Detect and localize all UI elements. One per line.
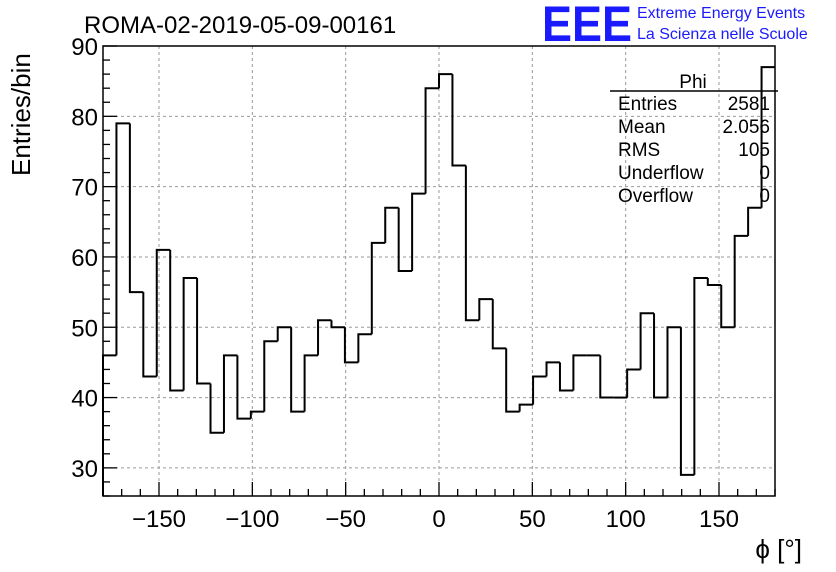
histogram-bin-33 bbox=[545, 361, 560, 377]
histogram-bin-17 bbox=[330, 320, 345, 329]
histogram-bin-44 bbox=[693, 277, 708, 475]
histogram-bin-46 bbox=[720, 285, 735, 329]
histogram-bin-4 bbox=[155, 248, 171, 377]
logo-eee-text: EEE bbox=[542, 0, 632, 52]
histogram-bin-11 bbox=[249, 410, 265, 419]
histogram-bin-30 bbox=[505, 348, 520, 413]
histogram-bin-48 bbox=[747, 206, 762, 236]
x-tick-label-5: 100 bbox=[606, 506, 646, 533]
y-tick-label-6: 90 bbox=[71, 34, 98, 61]
histogram-bin-41 bbox=[653, 313, 668, 399]
x-tick-label-0: −150 bbox=[132, 506, 186, 533]
histogram-bin-40 bbox=[639, 312, 655, 370]
histogram-bin-22 bbox=[397, 207, 413, 272]
stats-box: Phi Entries 2581 Mean 2.056 RMS 105 Underflow 0… bbox=[610, 72, 778, 207]
histogram-bin-34 bbox=[558, 362, 574, 392]
histogram-bin-13 bbox=[276, 326, 292, 342]
histogram-bin-8 bbox=[209, 383, 224, 434]
histogram-bin-18 bbox=[343, 327, 359, 364]
histogram-bin-28 bbox=[478, 298, 493, 321]
histogram-bin-5 bbox=[169, 249, 184, 392]
histogram-bin-37 bbox=[599, 355, 614, 399]
histogram-bin-39 bbox=[626, 368, 641, 398]
eee-logo: EEE Extreme Energy Events La Scienza nel… bbox=[542, 0, 808, 52]
histogram-bin-35 bbox=[572, 354, 587, 391]
histogram-bin-14 bbox=[290, 327, 305, 413]
histogram-bin-21 bbox=[384, 206, 399, 243]
axis-ticks bbox=[102, 45, 776, 497]
x-tick-label-2: −50 bbox=[325, 506, 366, 533]
histogram-bin-47 bbox=[733, 234, 749, 328]
histogram-bin-42 bbox=[666, 326, 681, 398]
histogram-bins bbox=[102, 66, 775, 496]
x-tick-label-6: 150 bbox=[699, 506, 739, 533]
y-tick-label-1: 40 bbox=[71, 386, 98, 413]
histogram-bin-49 bbox=[760, 66, 775, 208]
histogram-bin-20 bbox=[370, 241, 386, 335]
y-axis-label: Entries/bin bbox=[6, 53, 36, 176]
histogram-bin-1 bbox=[115, 122, 130, 356]
histogram-bin-10 bbox=[236, 355, 251, 420]
histogram-bin-15 bbox=[303, 354, 319, 412]
stats-label-entries: Entries bbox=[618, 94, 677, 115]
histogram-bin-31 bbox=[518, 403, 534, 412]
x-tick-label-3: 0 bbox=[432, 506, 445, 533]
stats-label-underflow: Underflow bbox=[618, 163, 704, 184]
histogram-bin-12 bbox=[263, 340, 278, 412]
y-tick-labels: 30 40 50 60 70 80 90 bbox=[71, 34, 98, 483]
stats-label-mean: Mean bbox=[618, 117, 666, 138]
histogram-bin-7 bbox=[196, 278, 211, 385]
histogram-bin-9 bbox=[222, 354, 238, 433]
x-tick-label-1: −100 bbox=[225, 506, 279, 533]
y-tick-label-4: 70 bbox=[71, 175, 98, 202]
histogram-bin-43 bbox=[679, 327, 695, 476]
stats-value-mean: 2.056 bbox=[722, 117, 770, 138]
stats-value-overflow: 0 bbox=[759, 186, 770, 207]
histogram-bin-32 bbox=[532, 375, 547, 405]
histogram-bin-24 bbox=[424, 87, 439, 194]
histogram-bin-2 bbox=[128, 123, 144, 294]
stats-value-entries: 2581 bbox=[728, 94, 770, 115]
stats-label-rms: RMS bbox=[618, 140, 660, 161]
histogram-bin-27 bbox=[464, 165, 480, 322]
stats-title: Phi bbox=[679, 72, 706, 93]
stats-rows: Entries 2581 Mean 2.056 RMS 105 Underflow 0 Over… bbox=[618, 94, 770, 207]
stats-label-overflow: Overflow bbox=[618, 186, 693, 207]
histogram-bin-26 bbox=[451, 74, 466, 167]
histogram-bin-23 bbox=[411, 192, 426, 271]
x-axis-label: ϕ [°] bbox=[755, 534, 802, 564]
y-tick-label-0: 30 bbox=[71, 456, 98, 483]
logo-line-2: La Scienza nelle Scuole bbox=[637, 26, 808, 43]
histogram-bin-29 bbox=[491, 299, 507, 350]
logo-line-1: Extreme Energy Events bbox=[637, 5, 805, 22]
y-tick-label-5: 80 bbox=[71, 104, 98, 131]
histogram-bin-3 bbox=[142, 292, 157, 378]
histogram-bin-25 bbox=[438, 73, 453, 89]
stats-value-rms: 105 bbox=[738, 140, 770, 161]
histogram-bin-16 bbox=[317, 319, 332, 356]
histogram-bin-19 bbox=[357, 333, 372, 363]
x-tick-label-4: 50 bbox=[519, 506, 546, 533]
y-tick-label-2: 50 bbox=[71, 315, 98, 342]
histogram-bin-6 bbox=[182, 277, 198, 391]
chart-title: ROMA-02-2019-05-09-00161 bbox=[84, 12, 396, 39]
y-tick-label-3: 60 bbox=[71, 245, 98, 272]
x-tick-labels: −150 −100 −50 0 50 100 150 bbox=[132, 506, 739, 533]
stats-value-underflow: 0 bbox=[759, 163, 770, 184]
histogram-bin-45 bbox=[706, 278, 722, 287]
